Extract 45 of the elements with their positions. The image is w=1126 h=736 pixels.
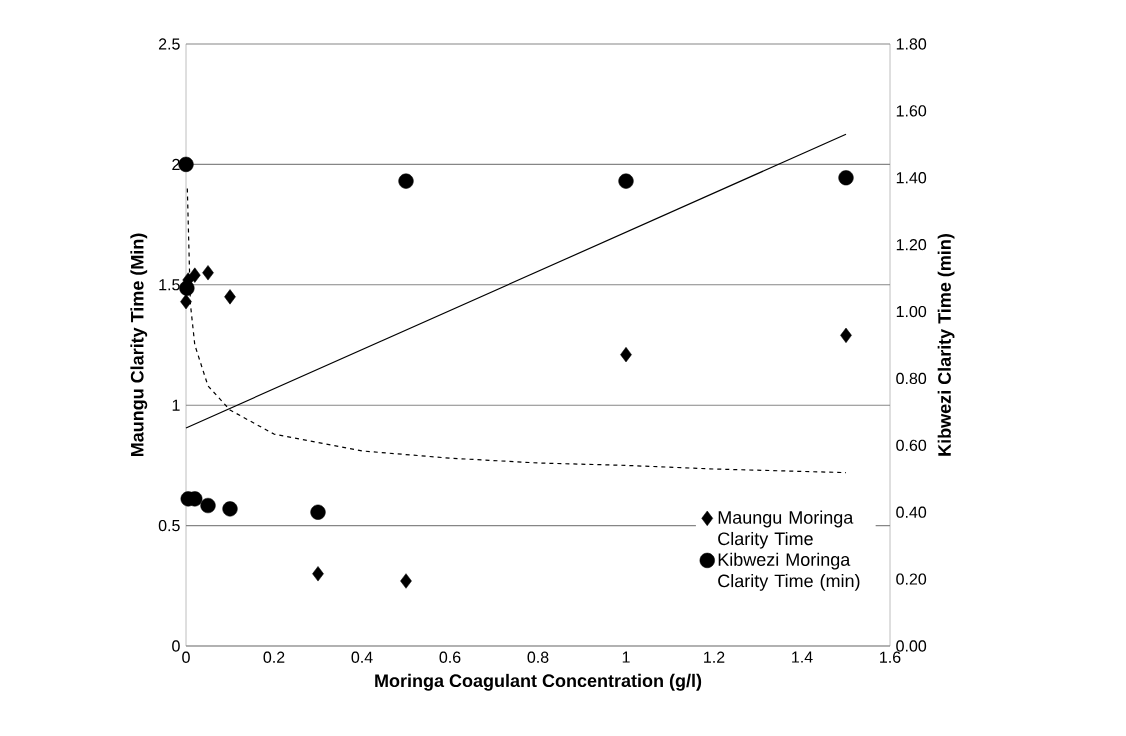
x-tick-label: 0.2 (263, 651, 285, 663)
point (312, 566, 324, 582)
point (178, 156, 194, 172)
point (179, 280, 195, 296)
point (224, 289, 236, 305)
y-tick-label: 0.5 (158, 519, 180, 532)
y2-tick-label: 1.80 (896, 38, 927, 50)
point (620, 347, 632, 363)
y2-tick-label: 0.40 (896, 506, 927, 518)
y2-tick-label: 0.80 (896, 372, 927, 385)
y-tick-label: 0 (172, 640, 180, 652)
x-tick-label: 0.4 (351, 651, 373, 663)
y2-tick-label: 0.20 (896, 573, 927, 585)
x-tick-label: 1 (622, 651, 630, 663)
point (838, 170, 854, 186)
x-tick-label: 0.8 (527, 651, 549, 663)
y2-tick-label: 0.00 (896, 640, 927, 652)
point (618, 173, 634, 189)
point (398, 173, 414, 189)
point (180, 294, 192, 310)
y-tick-label: 1.5 (159, 279, 180, 291)
x-tick-label: 1.4 (792, 651, 813, 663)
y2-tick-label: 1.00 (896, 305, 927, 318)
y2-axis-title: Kibwezi Clarity Time (min) (937, 234, 955, 456)
y-tick-label: 2.5 (158, 38, 180, 50)
y2-tick-label: 0.60 (896, 439, 927, 451)
point (189, 267, 201, 283)
y2-tick-label: 1.40 (896, 172, 927, 184)
y2-tick-label: 1.20 (896, 239, 927, 251)
x-tick-label: 0.6 (439, 651, 461, 663)
legend-label: Maungu Moringa Clarity Time (718, 510, 854, 549)
point (222, 501, 238, 517)
x-tick-label: 0 (182, 651, 190, 663)
point (400, 573, 412, 589)
point (200, 497, 216, 514)
point (310, 504, 326, 520)
y-tick-label: 1 (172, 399, 180, 411)
legend-label: Kibwezi Moringa Clarity Time (min) (718, 552, 860, 591)
point (840, 327, 852, 343)
x-tick-label: 1.6 (880, 651, 901, 663)
point (202, 265, 214, 281)
x-tick-label: 1.2 (704, 651, 725, 663)
x-axis-title: Moringa Coagulant Concentration (g/l) (375, 673, 702, 691)
y2-tick-label: 1.60 (896, 105, 927, 117)
y-axis-title: Maungu Clarity Time (Min) (130, 233, 148, 457)
